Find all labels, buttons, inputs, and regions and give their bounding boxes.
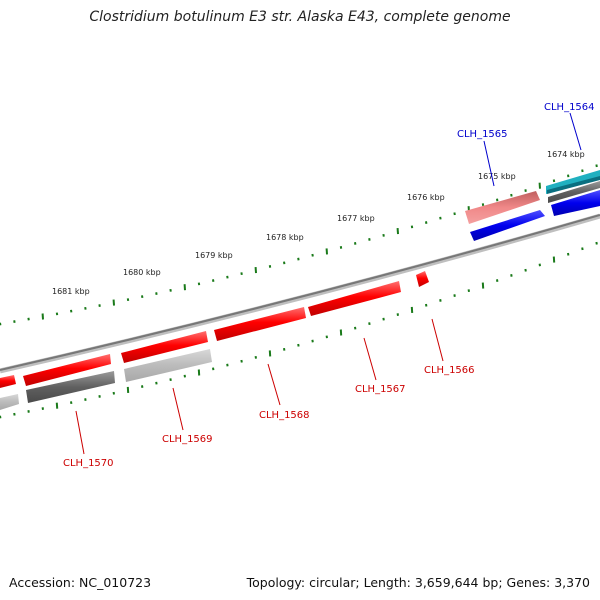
gene-block-clh-1569 bbox=[121, 331, 208, 363]
gray-features-row bbox=[0, 349, 212, 410]
scale-label-1678: 1678 kbp bbox=[266, 233, 304, 242]
leader-line-clh-1568 bbox=[267, 363, 281, 406]
gene-block-clh-1565-top bbox=[465, 191, 540, 224]
gene-label-clh-1570[interactable]: CLH_1570 bbox=[63, 458, 114, 469]
genome-backbone-core bbox=[0, 214, 600, 371]
gene-label-clh-1568[interactable]: CLH_1568 bbox=[259, 410, 310, 421]
gene-block-clh-1566 bbox=[416, 271, 429, 287]
gene-label-clh-1569[interactable]: CLH_1569 bbox=[162, 434, 213, 445]
gene-block-clh-1564 bbox=[551, 190, 600, 216]
gene-block-clh-1567 bbox=[308, 281, 401, 316]
scale-label-1675: 1675 kbp bbox=[478, 172, 516, 181]
gene-block-clh-1570 bbox=[23, 354, 111, 386]
reverse-gray-feature bbox=[548, 181, 600, 203]
leader-line-clh-1564 bbox=[569, 112, 582, 151]
gene-block-clh-1565 bbox=[470, 210, 545, 241]
gray-feature-edge bbox=[0, 394, 19, 410]
outer-tick-ring bbox=[0, 164, 598, 326]
genome-title: Clostridium botulinum E3 str. Alaska E43… bbox=[89, 9, 511, 25]
gene-block-clh-1568 bbox=[214, 307, 306, 341]
gene-label-clh-1567[interactable]: CLH_1567 bbox=[355, 384, 406, 395]
gene-label-clh-1566[interactable]: CLH_1566 bbox=[424, 365, 475, 376]
gene-block-edge-left bbox=[0, 375, 16, 388]
scale-label-1679: 1679 kbp bbox=[195, 251, 233, 260]
leader-line-clh-1570 bbox=[75, 410, 85, 455]
leader-line-clh-1566 bbox=[431, 318, 444, 362]
leader-line-clh-1565 bbox=[483, 140, 495, 187]
teal-feature-shade bbox=[547, 176, 600, 194]
gray-feature-1570 bbox=[26, 371, 115, 403]
gene-labels: CLH_1570 CLH_1569 CLH_1568 CLH_1567 CLH_… bbox=[63, 102, 595, 469]
scale-label-1676: 1676 kbp bbox=[407, 193, 445, 202]
scale-label-1677: 1677 kbp bbox=[337, 214, 375, 223]
leader-line-clh-1567 bbox=[363, 337, 377, 381]
scale-label-1674: 1674 kbp bbox=[547, 150, 585, 159]
gene-label-clh-1565[interactable]: CLH_1565 bbox=[457, 129, 508, 140]
footer-info: Topology: circular; Length: 3,659,644 bp… bbox=[246, 575, 590, 590]
scale-label-1681: 1681 kbp bbox=[52, 287, 90, 296]
scale-label-1680: 1680 kbp bbox=[123, 268, 161, 277]
reverse-strand-features bbox=[465, 170, 600, 241]
footer-accession: Accession: NC_010723 bbox=[9, 575, 152, 590]
leader-line-clh-1569 bbox=[172, 387, 184, 431]
gray-feature-1569 bbox=[124, 349, 212, 382]
forward-strand-features bbox=[0, 271, 429, 388]
gene-label-clh-1564[interactable]: CLH_1564 bbox=[544, 102, 595, 113]
inner-tick-ring bbox=[0, 241, 598, 419]
